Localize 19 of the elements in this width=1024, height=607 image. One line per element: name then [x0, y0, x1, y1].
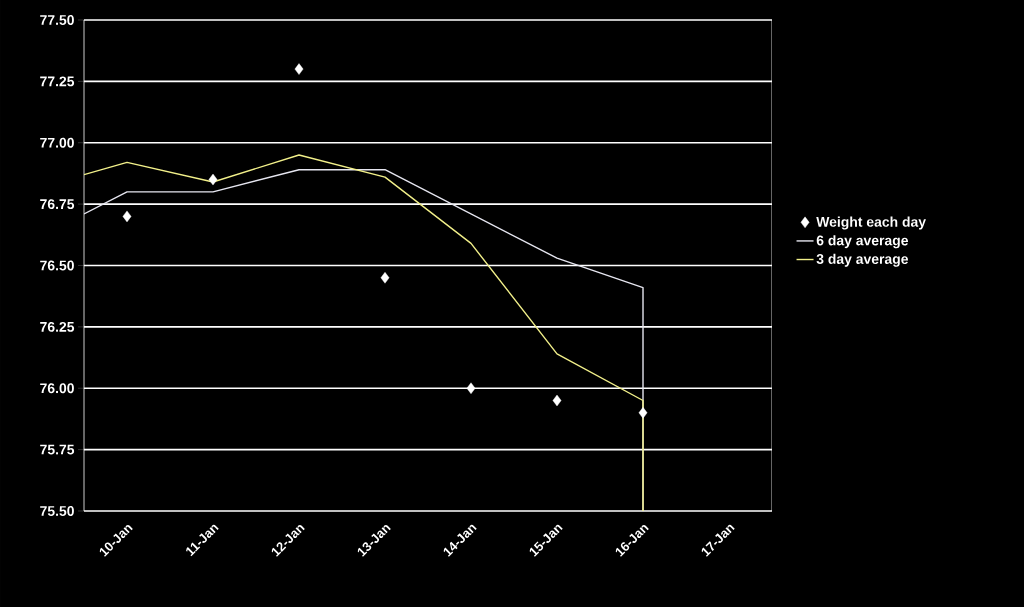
- legend-label: 6 day average: [816, 235, 909, 249]
- point: [638, 407, 648, 419]
- y-tick-label: 76.00: [40, 383, 74, 394]
- y-tick-label: 76.50: [40, 260, 74, 271]
- y-tick-label: 75.75: [40, 444, 75, 455]
- y-tick-label: 77.00: [40, 137, 74, 148]
- y-tick-label: 77.25: [40, 76, 75, 87]
- y-tick-label: 76.25: [40, 321, 75, 332]
- legend-label: Weight each day: [816, 216, 926, 230]
- point: [208, 173, 218, 186]
- legend-label: 3 day average: [816, 253, 909, 267]
- y-tick-label: 75.50: [40, 506, 74, 516]
- point: [294, 63, 304, 75]
- point: [466, 382, 476, 394]
- point: [122, 210, 132, 223]
- y-tick-label: 76.75: [40, 199, 75, 210]
- point: [552, 394, 562, 407]
- y-tick-label: 77.50: [40, 15, 74, 25]
- point: [380, 272, 390, 284]
